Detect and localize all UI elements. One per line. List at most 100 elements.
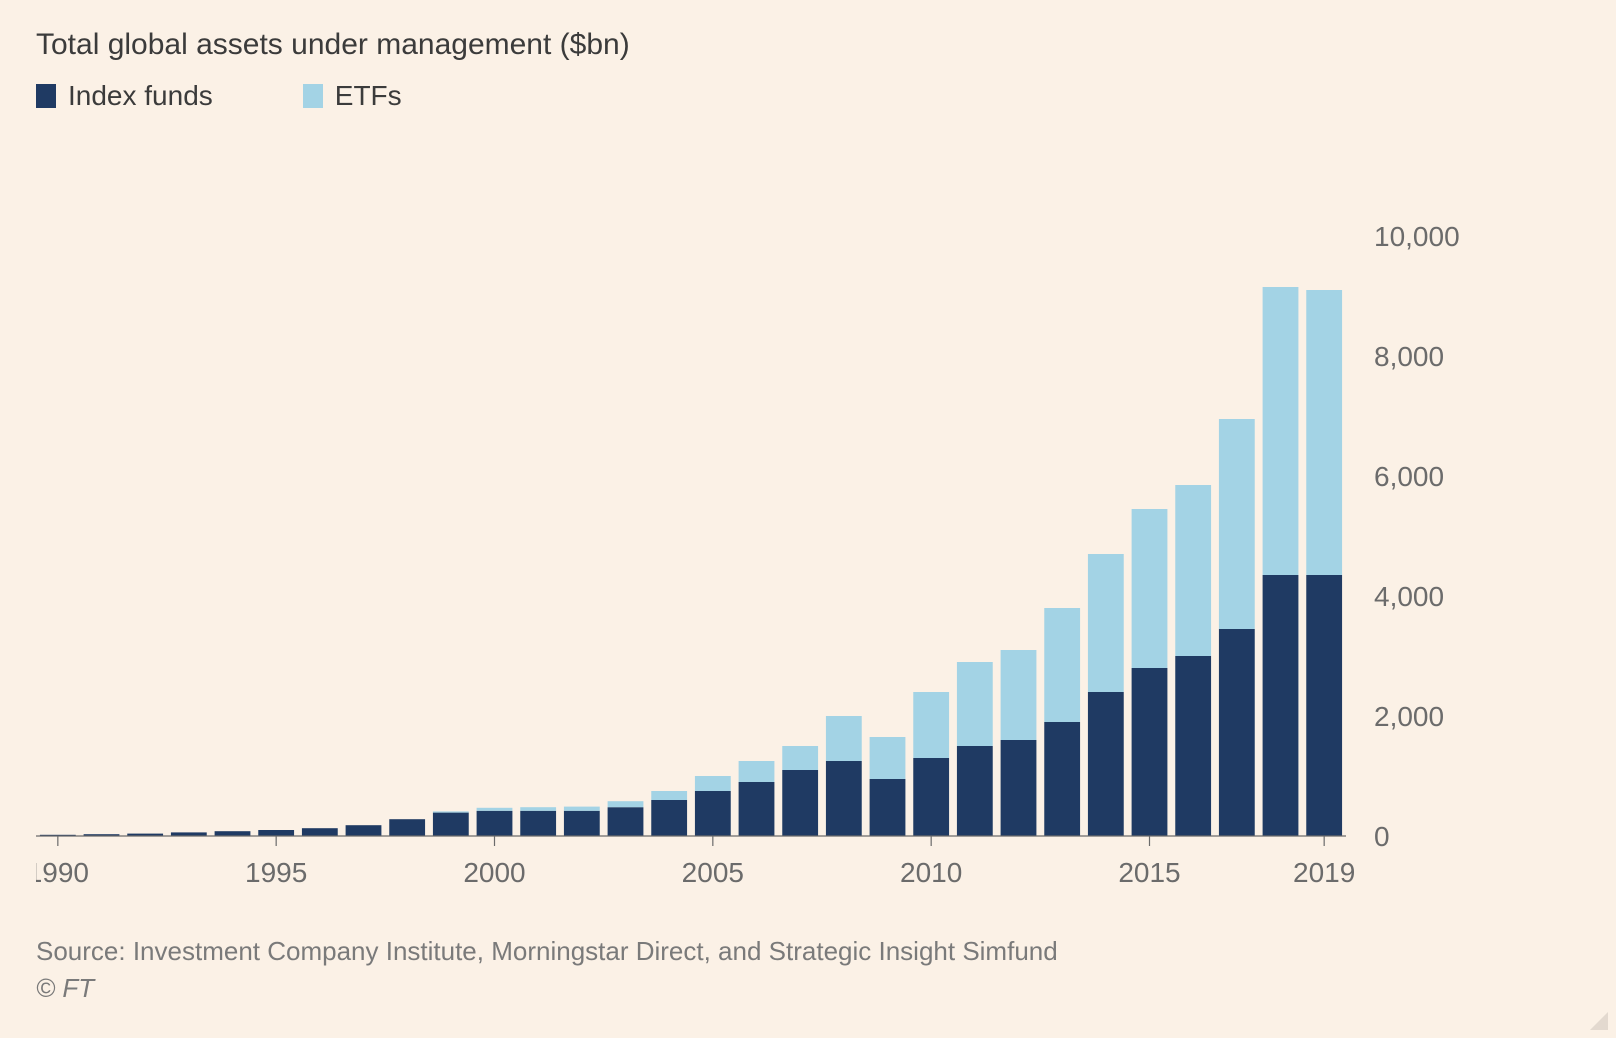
y-tick-label: 0: [1374, 821, 1390, 852]
bar-group: [302, 828, 338, 836]
bar-group: [1263, 287, 1299, 836]
bar-etfs: [1306, 290, 1342, 575]
bar-group: [215, 831, 251, 836]
bar-index_funds: [477, 811, 513, 836]
chart-card: Total global assets under management ($b…: [0, 0, 1616, 1038]
bar-index_funds: [215, 831, 251, 836]
bar-group: [608, 801, 644, 836]
bar-index_funds: [1263, 575, 1299, 836]
bar-etfs: [1219, 419, 1255, 629]
bar-etfs: [826, 716, 862, 761]
bar-index_funds: [1044, 722, 1080, 836]
resize-handle-icon: [1590, 1012, 1608, 1030]
bar-etfs: [739, 761, 775, 782]
bar-etfs: [651, 791, 687, 800]
y-tick-label: 2,000: [1374, 701, 1444, 732]
bar-etfs: [695, 776, 731, 791]
bar-index_funds: [1175, 656, 1211, 836]
y-tick-label: 4,000: [1374, 581, 1444, 612]
bar-etfs: [1044, 608, 1080, 722]
x-tick-label: 2005: [682, 857, 744, 888]
legend-swatch-etfs: [303, 84, 323, 108]
legend-label-etfs: ETFs: [335, 80, 402, 112]
bar-index_funds: [258, 830, 294, 836]
x-tick-label: 2019: [1293, 857, 1355, 888]
bar-group: [826, 716, 862, 836]
bar-group: [1001, 650, 1037, 836]
source-line: Source: Investment Company Institute, Mo…: [36, 936, 1580, 967]
bar-etfs: [520, 807, 556, 811]
bar-etfs: [870, 737, 906, 779]
bar-etfs: [1175, 485, 1211, 656]
legend-swatch-index-funds: [36, 84, 56, 108]
copyright-line: © FT: [36, 973, 1580, 1004]
bar-etfs: [1088, 554, 1124, 692]
bar-group: [389, 819, 425, 836]
bar-index_funds: [739, 782, 775, 836]
bar-etfs: [782, 746, 818, 770]
bar-index_funds: [957, 746, 993, 836]
bar-index_funds: [433, 813, 469, 836]
bar-index_funds: [564, 811, 600, 836]
x-tick-label: 1995: [245, 857, 307, 888]
bar-group: [1132, 509, 1168, 836]
bar-index_funds: [1001, 740, 1037, 836]
bar-etfs: [1132, 509, 1168, 668]
bar-group: [520, 807, 556, 836]
bar-index_funds: [608, 807, 644, 836]
bar-group: [433, 811, 469, 836]
plot-area: 1990 1995 2000 2005 2010 2015 2019 0 2,000 4,000 6…: [36, 126, 1580, 908]
bar-group: [1306, 290, 1342, 836]
x-tick-label: 2000: [463, 857, 525, 888]
bar-etfs: [1263, 287, 1299, 575]
bar-index_funds: [1088, 692, 1124, 836]
bar-group: [651, 791, 687, 836]
y-tick-label: 10,000: [1374, 221, 1460, 252]
chart-footer: Source: Investment Company Institute, Mo…: [36, 936, 1580, 1004]
bar-group: [870, 737, 906, 836]
bar-etfs: [608, 801, 644, 807]
bar-index_funds: [826, 761, 862, 836]
bar-index_funds: [782, 770, 818, 836]
bar-group: [258, 830, 294, 836]
bar-group: [1088, 554, 1124, 836]
chart-title: Total global assets under management ($b…: [36, 28, 1580, 62]
bar-group: [913, 692, 949, 836]
bar-index_funds: [520, 811, 556, 836]
bar-etfs: [1001, 650, 1037, 740]
bar-index_funds: [870, 779, 906, 836]
bar-etfs: [913, 692, 949, 758]
bar-group: [346, 825, 382, 836]
x-tick-label: 2010: [900, 857, 962, 888]
bar-group: [695, 776, 731, 836]
bar-group: [564, 807, 600, 836]
bar-index_funds: [651, 800, 687, 836]
bar-etfs: [957, 662, 993, 746]
bar-etfs: [477, 808, 513, 811]
bar-index_funds: [913, 758, 949, 836]
bar-etfs: [564, 807, 600, 811]
bar-index_funds: [346, 825, 382, 836]
bar-index_funds: [1132, 668, 1168, 836]
bar-group: [739, 761, 775, 836]
bar-etfs: [433, 811, 469, 812]
y-tick-label: 8,000: [1374, 341, 1444, 372]
bar-index_funds: [389, 819, 425, 836]
bar-group: [957, 662, 993, 836]
bar-group: [1044, 608, 1080, 836]
legend-item-etfs: ETFs: [303, 80, 402, 112]
bar-group: [1175, 485, 1211, 836]
x-tick-label: 2015: [1118, 857, 1180, 888]
bar-index_funds: [1306, 575, 1342, 836]
stacked-bar-chart-svg: 1990 1995 2000 2005 2010 2015 2019 0 2,000 4,000 6…: [36, 126, 1506, 908]
y-tick-label: 6,000: [1374, 461, 1444, 492]
x-tick-label: 1990: [36, 857, 89, 888]
bar-index_funds: [695, 791, 731, 836]
legend: Index funds ETFs: [36, 80, 1580, 112]
bar-group: [1219, 419, 1255, 836]
legend-label-index-funds: Index funds: [68, 80, 213, 112]
bar-group: [477, 808, 513, 836]
bar-index_funds: [1219, 629, 1255, 836]
bar-index_funds: [302, 828, 338, 836]
legend-item-index-funds: Index funds: [36, 80, 213, 112]
